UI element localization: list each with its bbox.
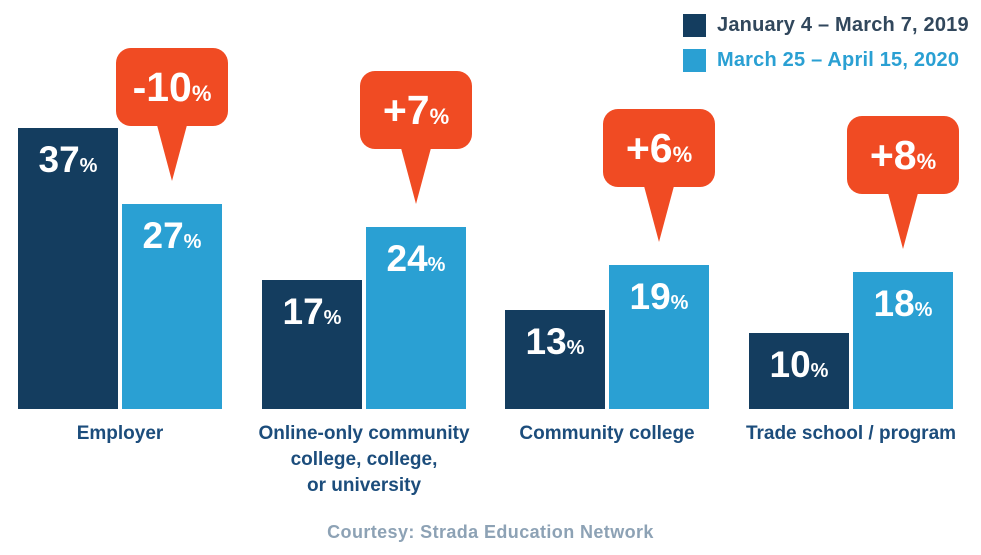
change-callout-trade-school-program: +8%	[847, 116, 959, 249]
source-credit: Courtesy: Strada Education Network	[327, 522, 654, 542]
change-badge: -10%	[116, 48, 228, 126]
percent-sign: %	[672, 141, 693, 167]
percent-sign: %	[810, 360, 829, 382]
percent-sign: %	[191, 80, 212, 106]
bar-series2-trade-school-program: 18%	[853, 272, 953, 409]
percent-sign: %	[183, 231, 202, 253]
change-value: -10%	[132, 63, 212, 110]
bar-value-label: 37%	[38, 139, 98, 180]
change-badge: +7%	[360, 71, 472, 149]
percent-sign: %	[429, 103, 450, 129]
percent-sign: %	[79, 155, 98, 177]
callout-tail-icon	[888, 193, 918, 249]
bar-series1-community-college: 13%	[505, 310, 605, 409]
change-callout-online-only-community: +7%	[360, 71, 472, 204]
bar-series1-trade-school-program: 10%	[749, 333, 849, 409]
bar-series2-community-college: 19%	[609, 265, 709, 409]
callout-tail-icon	[157, 125, 187, 181]
change-value: +8%	[869, 131, 937, 178]
legend-swatch-2020-icon	[683, 48, 706, 72]
change-badge: +6%	[603, 109, 715, 187]
percent-sign: %	[916, 148, 937, 174]
bar-value-label: 13%	[525, 321, 585, 362]
legend-label-2020: March 25 – April 15, 2020	[717, 48, 960, 71]
legend-swatch-2019-icon	[683, 13, 706, 37]
category-label-trade-school-program: Trade school / program	[745, 423, 957, 444]
bar-value-label: 24%	[386, 238, 446, 279]
change-value: +6%	[625, 124, 693, 171]
bar-value-label: 17%	[282, 291, 342, 332]
bar-series2-employer: 27%	[122, 204, 222, 409]
change-callout-employer: -10%	[116, 48, 228, 181]
percent-sign: %	[670, 292, 689, 314]
percent-sign: %	[566, 337, 585, 359]
bar-series1-employer: 37%	[18, 128, 118, 409]
percent-sign: %	[914, 299, 933, 321]
bar-series1-online-only-community: 17%	[262, 280, 362, 409]
legend: January 4 – March 7, 2019 March 25 – Apr…	[683, 12, 969, 82]
bar-value-label: 18%	[873, 283, 933, 324]
percent-sign: %	[427, 254, 446, 276]
category-label-online-only-community: Online-only community college, college, …	[258, 423, 470, 496]
callout-tail-icon	[401, 148, 431, 204]
bar-value-label: 10%	[769, 344, 829, 385]
change-value: +7%	[382, 86, 450, 133]
legend-label-2019: January 4 – March 7, 2019	[717, 13, 969, 36]
bar-value-label: 27%	[142, 215, 202, 256]
percent-sign: %	[323, 307, 342, 329]
legend-item-2020: March 25 – April 15, 2020	[683, 47, 969, 73]
legend-item-2019: January 4 – March 7, 2019	[683, 12, 969, 38]
category-label-employer: Employer	[76, 423, 164, 444]
change-badge: +8%	[847, 116, 959, 194]
category-label-community-college: Community college	[519, 423, 695, 444]
bar-series2-online-only-community: 24%	[366, 227, 466, 409]
bar-value-label: 19%	[629, 276, 689, 317]
change-callout-community-college: +6%	[603, 109, 715, 242]
callout-tail-icon	[644, 186, 674, 242]
